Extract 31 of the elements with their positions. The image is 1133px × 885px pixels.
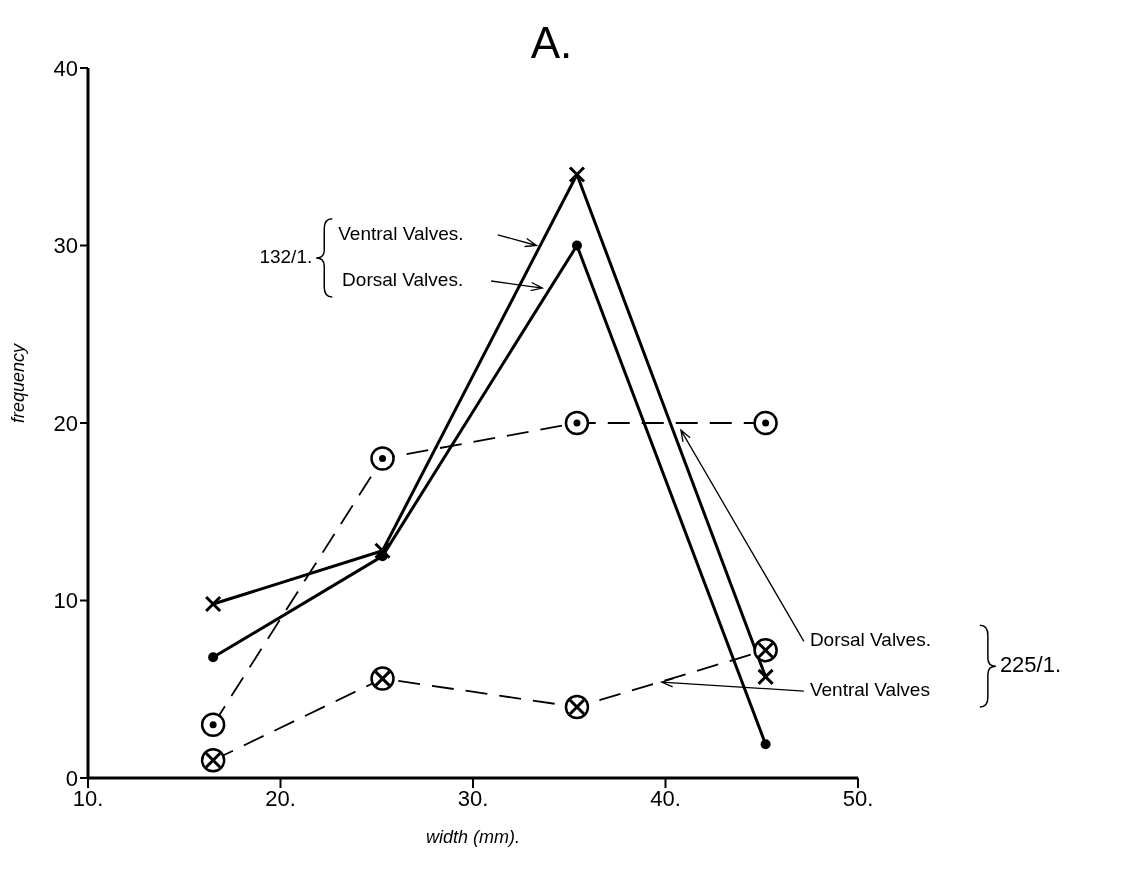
point [200,748,226,773]
point [200,712,226,737]
y-tick-label: 30 [53,233,78,259]
x-tick-label: 40. [650,785,681,811]
legend-label: Dorsal Valves. [342,269,464,291]
y-tick-label: 20 [53,410,78,436]
chart-title: A. [530,18,573,68]
point [370,666,395,691]
point [204,595,222,613]
legend-label: Ventral Valves. [338,222,464,244]
point [753,410,778,436]
point [370,446,395,471]
text: Dorsal Valves. [809,629,931,651]
y-tick-label: 40 [53,55,78,81]
y-axis-title: frequency [8,342,29,423]
point [564,410,590,436]
text: Ventral Valves [809,679,930,701]
annotation: 132/1. [259,245,313,267]
point [757,668,775,686]
x-tick-label: 50. [842,785,874,811]
point [760,739,771,750]
point [571,240,582,251]
y-tick-label: 10 [53,588,78,614]
point [208,652,219,663]
x-tick-label: 30. [457,785,489,811]
point [568,166,586,183]
x-axis-title: width (mm). [426,827,520,847]
text: 225/1. [999,651,1062,677]
point [564,694,590,720]
point [753,637,778,663]
x-tick-label: 20. [265,785,296,811]
